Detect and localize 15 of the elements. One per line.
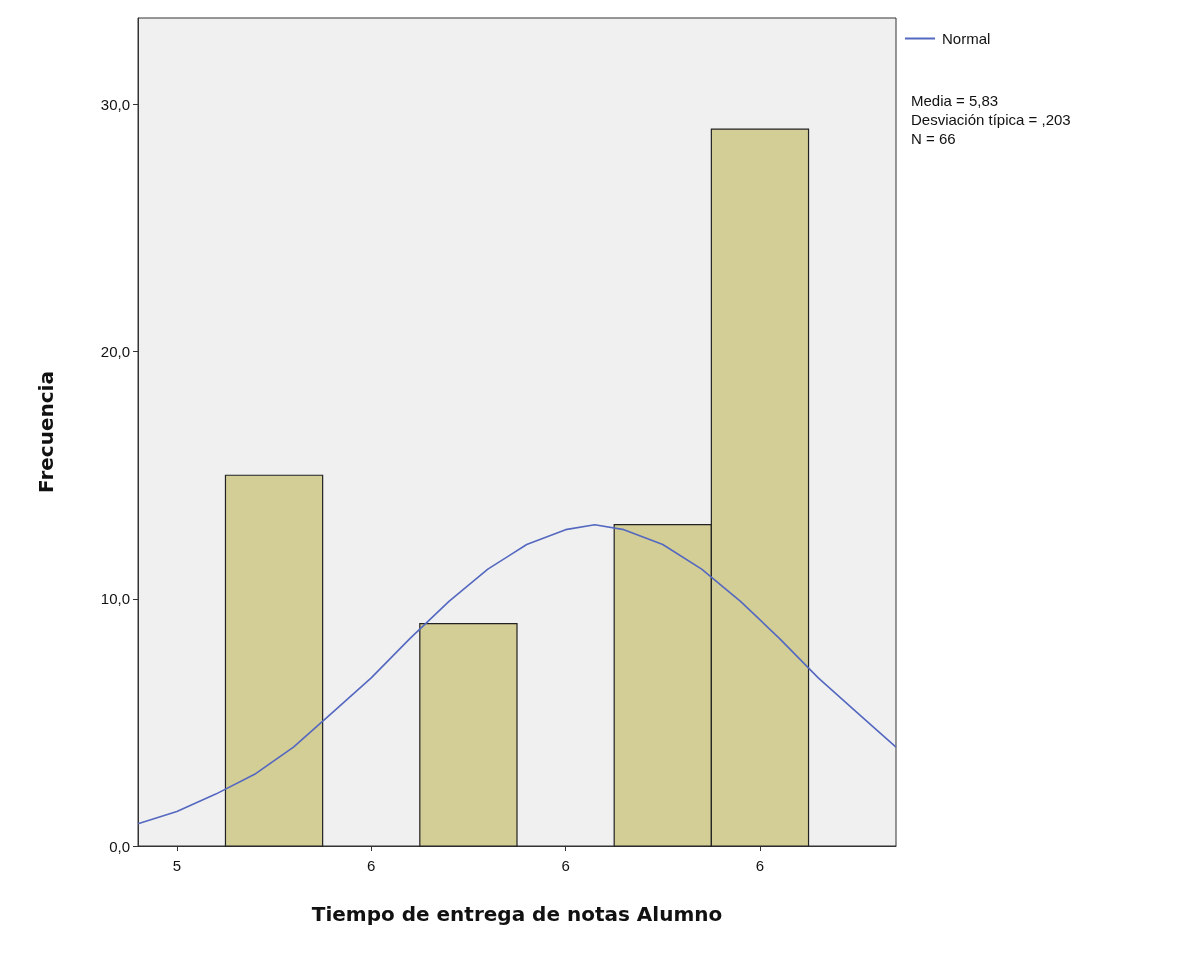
x-tick-label: 6 (755, 857, 765, 874)
x-tick-label: 5 (172, 857, 182, 874)
text: N = 66 (911, 130, 956, 147)
y-tick-label: 0,0 (109, 837, 130, 855)
x-tick-label: 6 (367, 857, 376, 874)
y-axis-title: Frecuencia (34, 371, 58, 493)
y-tick-label: 10,0 (100, 590, 130, 608)
text: Desviación típica = ,203 (911, 111, 1071, 128)
line-series (137, 523, 897, 825)
legend-label: Normal (942, 30, 991, 47)
x-axis-title: Tiempo de entrega de notas Alumno (311, 902, 723, 926)
text: Media = 5,83 (911, 92, 999, 109)
y-tick-label: 30,0 (100, 96, 130, 114)
x-tick-label: 6 (561, 857, 570, 874)
y-tick-label: 20,0 (100, 343, 130, 361)
